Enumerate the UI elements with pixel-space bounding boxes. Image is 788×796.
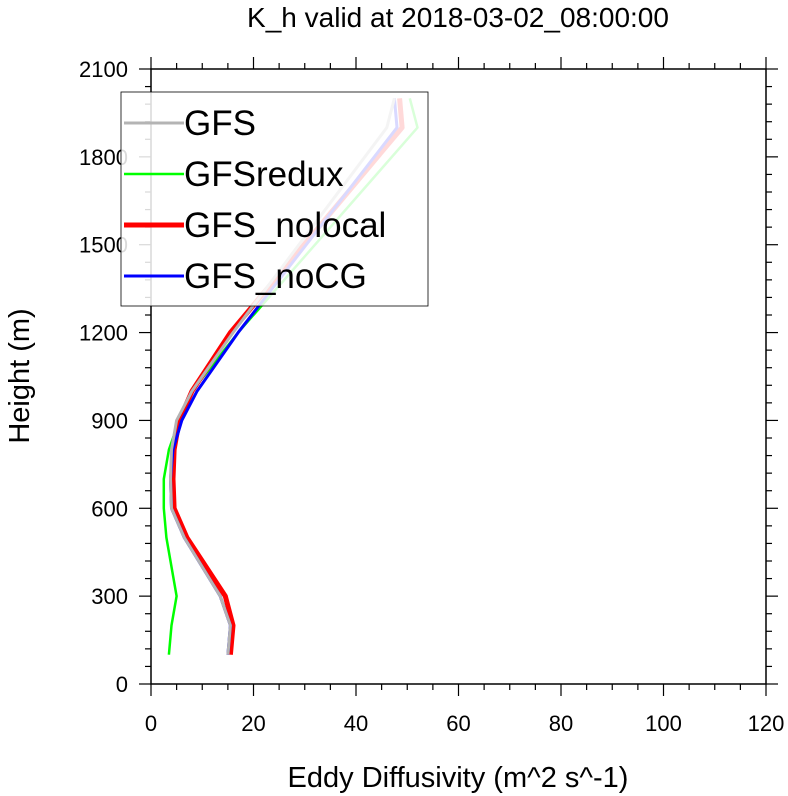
x-tick-label: 100: [645, 711, 682, 736]
legend-label-gfs: GFS: [184, 104, 256, 143]
y-tick-label: 1800: [79, 145, 128, 170]
chart-title: K_h valid at 2018-03-02_08:00:00: [247, 2, 669, 33]
y-tick-label: 600: [91, 496, 128, 521]
legend-label-gfs-nocg: GFS_noCG: [184, 257, 367, 296]
legend-label-gfsredux: GFSredux: [184, 155, 344, 194]
x-tick-label: 120: [748, 711, 785, 736]
legend-label-gfs-nolocal: GFS_nolocal: [184, 206, 386, 245]
y-tick-label: 0: [116, 672, 128, 697]
y-tick-label: 1500: [79, 233, 128, 258]
x-tick-label: 80: [549, 711, 573, 736]
y-tick-label: 2100: [79, 57, 128, 82]
y-tick-label: 1200: [79, 321, 128, 346]
x-tick-label: 40: [344, 711, 368, 736]
x-tick-label: 60: [446, 711, 470, 736]
y-axis-title: Height (m): [4, 308, 36, 443]
tick-labels: 0 20 40 60 80 100 1200300600900120015001800210…: [79, 57, 784, 736]
legend-box: [120, 91, 429, 307]
legend: GFS GFSredux GFS_nolocal GFS_noCG: [120, 91, 429, 307]
x-tick-label: 20: [241, 711, 265, 736]
y-tick-label: 900: [91, 408, 128, 433]
x-axis-title: Eddy Diffusivity (m^2 s^-1): [288, 762, 629, 794]
y-tick-label: 300: [91, 584, 128, 609]
x-tick-label: 0: [145, 711, 157, 736]
